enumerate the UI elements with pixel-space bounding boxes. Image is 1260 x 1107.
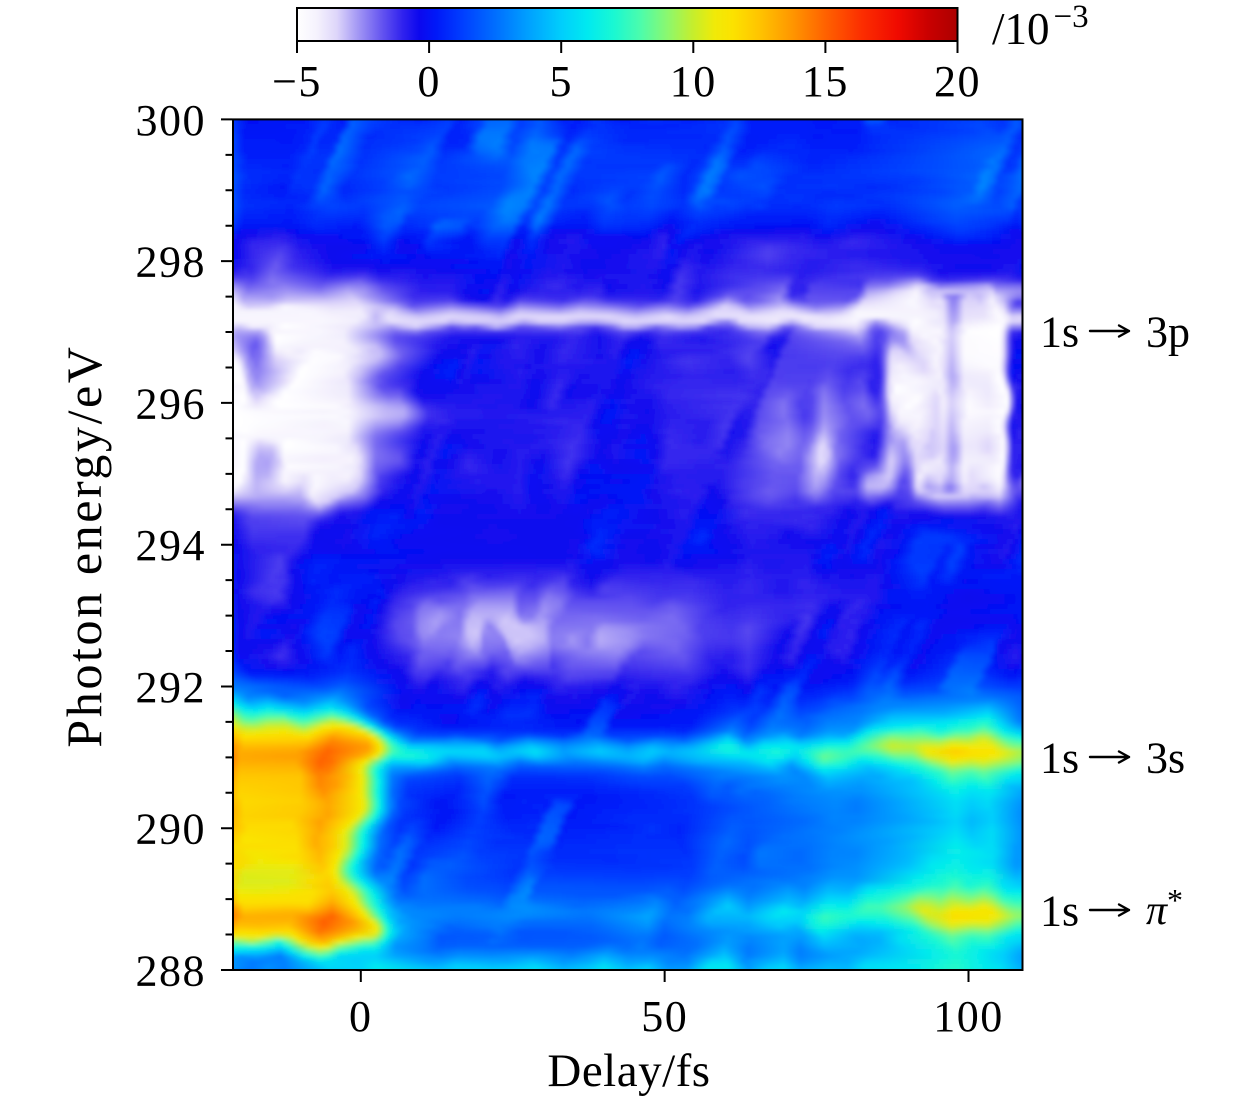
svg-text:300: 300	[136, 96, 207, 145]
svg-text:294: 294	[136, 521, 207, 570]
svg-text:20: 20	[934, 57, 981, 106]
svg-text:290: 290	[136, 805, 207, 854]
svg-text:5: 5	[549, 57, 573, 106]
svg-text:π*: π*	[1146, 882, 1183, 934]
svg-text:0: 0	[349, 992, 373, 1041]
svg-text:1s: 1s	[1040, 734, 1079, 783]
svg-text:298: 298	[136, 238, 207, 287]
svg-text:50: 50	[641, 992, 688, 1041]
svg-text:−5: −5	[272, 57, 322, 106]
svg-text:296: 296	[136, 379, 207, 428]
svg-text:100: 100	[933, 992, 1004, 1041]
svg-text:3s: 3s	[1146, 734, 1185, 783]
svg-text:1s: 1s	[1040, 887, 1079, 936]
svg-text:10: 10	[670, 57, 717, 106]
svg-text:288: 288	[136, 947, 207, 996]
svg-text:3p: 3p	[1146, 308, 1190, 357]
svg-text:Photon energy/eV: Photon energy/eV	[56, 344, 112, 747]
svg-text:292: 292	[136, 663, 207, 712]
svg-text:0: 0	[417, 57, 441, 106]
svg-text:Delay/fs: Delay/fs	[547, 1045, 710, 1097]
svg-text:15: 15	[802, 57, 849, 106]
svg-text:1s: 1s	[1040, 308, 1079, 357]
